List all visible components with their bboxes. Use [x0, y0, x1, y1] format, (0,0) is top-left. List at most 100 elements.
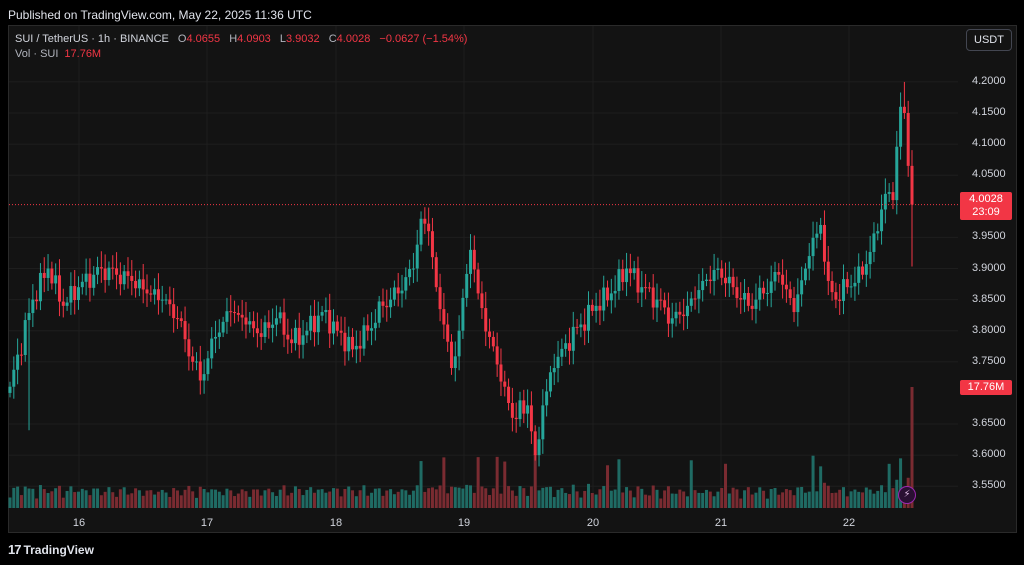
candle-body	[377, 301, 381, 323]
tradingview-logo[interactable]: 17 TradingView	[8, 542, 94, 557]
volume-bar	[111, 492, 115, 508]
volume-bar	[183, 489, 187, 508]
candle-body	[263, 322, 267, 337]
volume-bar	[811, 455, 815, 508]
volume-bar	[651, 485, 655, 508]
candle-body	[61, 301, 65, 306]
volume-bar	[153, 494, 157, 508]
candle-body	[830, 280, 834, 293]
volume-bar	[35, 498, 39, 508]
volume-bar	[708, 491, 712, 508]
volume-bar	[415, 485, 419, 508]
candle-body	[567, 343, 571, 351]
candle-body	[400, 290, 404, 294]
candle-body	[708, 279, 712, 282]
candle-body	[476, 269, 480, 294]
volume-bar	[495, 456, 499, 508]
candle-body	[191, 356, 195, 362]
volume-bar	[38, 485, 42, 508]
volume-bar	[312, 492, 316, 508]
volume-bar	[484, 488, 488, 508]
time-tick-label: 20	[586, 517, 600, 529]
candle-body	[38, 272, 42, 302]
volume-bar	[50, 491, 54, 508]
candle-body	[781, 274, 785, 285]
lightning-icon[interactable]: ⚡	[898, 486, 916, 504]
candle-body	[80, 281, 84, 288]
candle-body	[803, 268, 807, 281]
volume-bar	[214, 489, 218, 508]
candle-body	[50, 268, 54, 284]
open-value: 4.0655	[186, 33, 221, 45]
volume-bar	[278, 489, 282, 508]
volume-bar	[647, 495, 651, 508]
volume-bar	[19, 495, 23, 508]
candle-body	[347, 336, 351, 352]
candle-body	[655, 299, 659, 308]
volume-bar	[693, 490, 697, 508]
volume-bar	[659, 498, 663, 508]
candle-body	[290, 339, 294, 344]
volume-bar	[297, 489, 301, 508]
candle-body	[366, 325, 370, 331]
candle-body	[784, 284, 788, 290]
candle-body	[343, 332, 347, 352]
candle-body	[564, 343, 568, 349]
volume-bar	[503, 461, 507, 508]
close-value: 4.0028	[336, 33, 371, 45]
candle-body	[381, 301, 385, 306]
candle-body	[529, 405, 533, 432]
candle-body	[754, 299, 758, 309]
volume-bar	[430, 487, 434, 508]
volume-bar	[259, 495, 263, 508]
volume-bar	[225, 488, 229, 508]
candle-body	[438, 287, 442, 310]
candle-body	[137, 279, 141, 289]
candle-body	[712, 269, 716, 282]
volume-bar	[233, 496, 237, 508]
candle-body	[472, 249, 476, 270]
candle-body	[617, 269, 621, 291]
candle-body	[457, 330, 461, 357]
volume-bar	[815, 491, 819, 508]
volume-bar	[130, 493, 134, 508]
volume-bar	[427, 488, 431, 508]
candle-body	[533, 431, 537, 456]
volume-bar	[282, 485, 286, 508]
candle-body	[248, 321, 252, 325]
volume-bar	[636, 486, 640, 508]
volume-bar	[472, 492, 476, 508]
candle-body	[236, 313, 240, 315]
price-tick-label: 3.6000	[972, 448, 1006, 461]
candle-body	[815, 233, 819, 238]
volume-bar	[400, 489, 404, 508]
volume-bar	[883, 492, 887, 508]
volume-bar	[571, 484, 575, 508]
volume-bar	[678, 489, 682, 508]
volume-bar	[545, 487, 549, 508]
candle-body	[670, 318, 674, 324]
volume-bar	[328, 491, 332, 508]
volume-bar	[320, 489, 324, 508]
candle-body	[312, 315, 316, 333]
volume-bar	[899, 458, 903, 508]
currency-button[interactable]: USDT	[966, 29, 1012, 51]
candle-body	[99, 267, 103, 269]
candle-body	[423, 218, 427, 224]
candle-body	[579, 324, 583, 328]
candle-body	[370, 328, 374, 331]
volume-bar	[796, 487, 800, 508]
candle-body	[84, 273, 88, 282]
volume-bar	[746, 487, 750, 508]
volume-bar	[244, 491, 248, 508]
volume-bar	[514, 495, 518, 508]
candle-body	[354, 345, 358, 350]
last-price-value: 4.0028	[969, 193, 1003, 205]
bar-countdown: 23:09	[972, 206, 1000, 218]
volume-bar	[807, 491, 811, 508]
candle-body	[259, 333, 263, 337]
candle-body	[548, 372, 552, 392]
volume-bar	[704, 489, 708, 508]
price-tick-label: 4.0500	[972, 168, 1006, 181]
